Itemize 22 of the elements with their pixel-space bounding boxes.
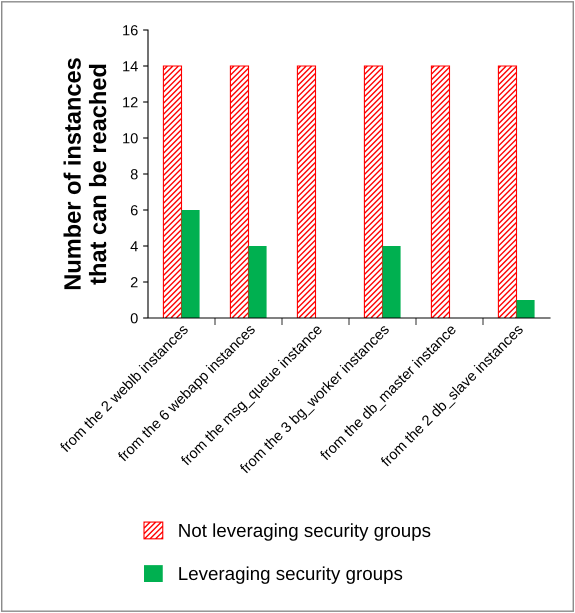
legend-label: Leveraging security groups xyxy=(179,566,402,584)
y-tick-label: 10 xyxy=(123,133,138,144)
bar xyxy=(182,210,200,318)
bar xyxy=(230,65,250,318)
y-tick-label: 8 xyxy=(130,169,138,180)
bar xyxy=(162,65,182,318)
y-tick-label: 0 xyxy=(130,313,138,324)
bar xyxy=(364,65,384,318)
bar xyxy=(516,300,535,318)
y-tick-label: 2 xyxy=(130,277,138,288)
bar xyxy=(498,65,518,318)
y-tick-label: 12 xyxy=(123,97,138,108)
legend-label: Not leveraging security groups xyxy=(179,523,430,541)
bar xyxy=(296,65,316,318)
y-tick-label: 6 xyxy=(130,205,138,216)
bar xyxy=(382,246,401,318)
y-axis-title: Number of instances that can be reached xyxy=(64,58,106,290)
bar xyxy=(248,246,267,318)
y-tick-label: 4 xyxy=(130,241,138,252)
y-tick-label: 14 xyxy=(123,61,138,72)
y-tick-label: 16 xyxy=(123,25,138,36)
bar xyxy=(430,65,450,318)
